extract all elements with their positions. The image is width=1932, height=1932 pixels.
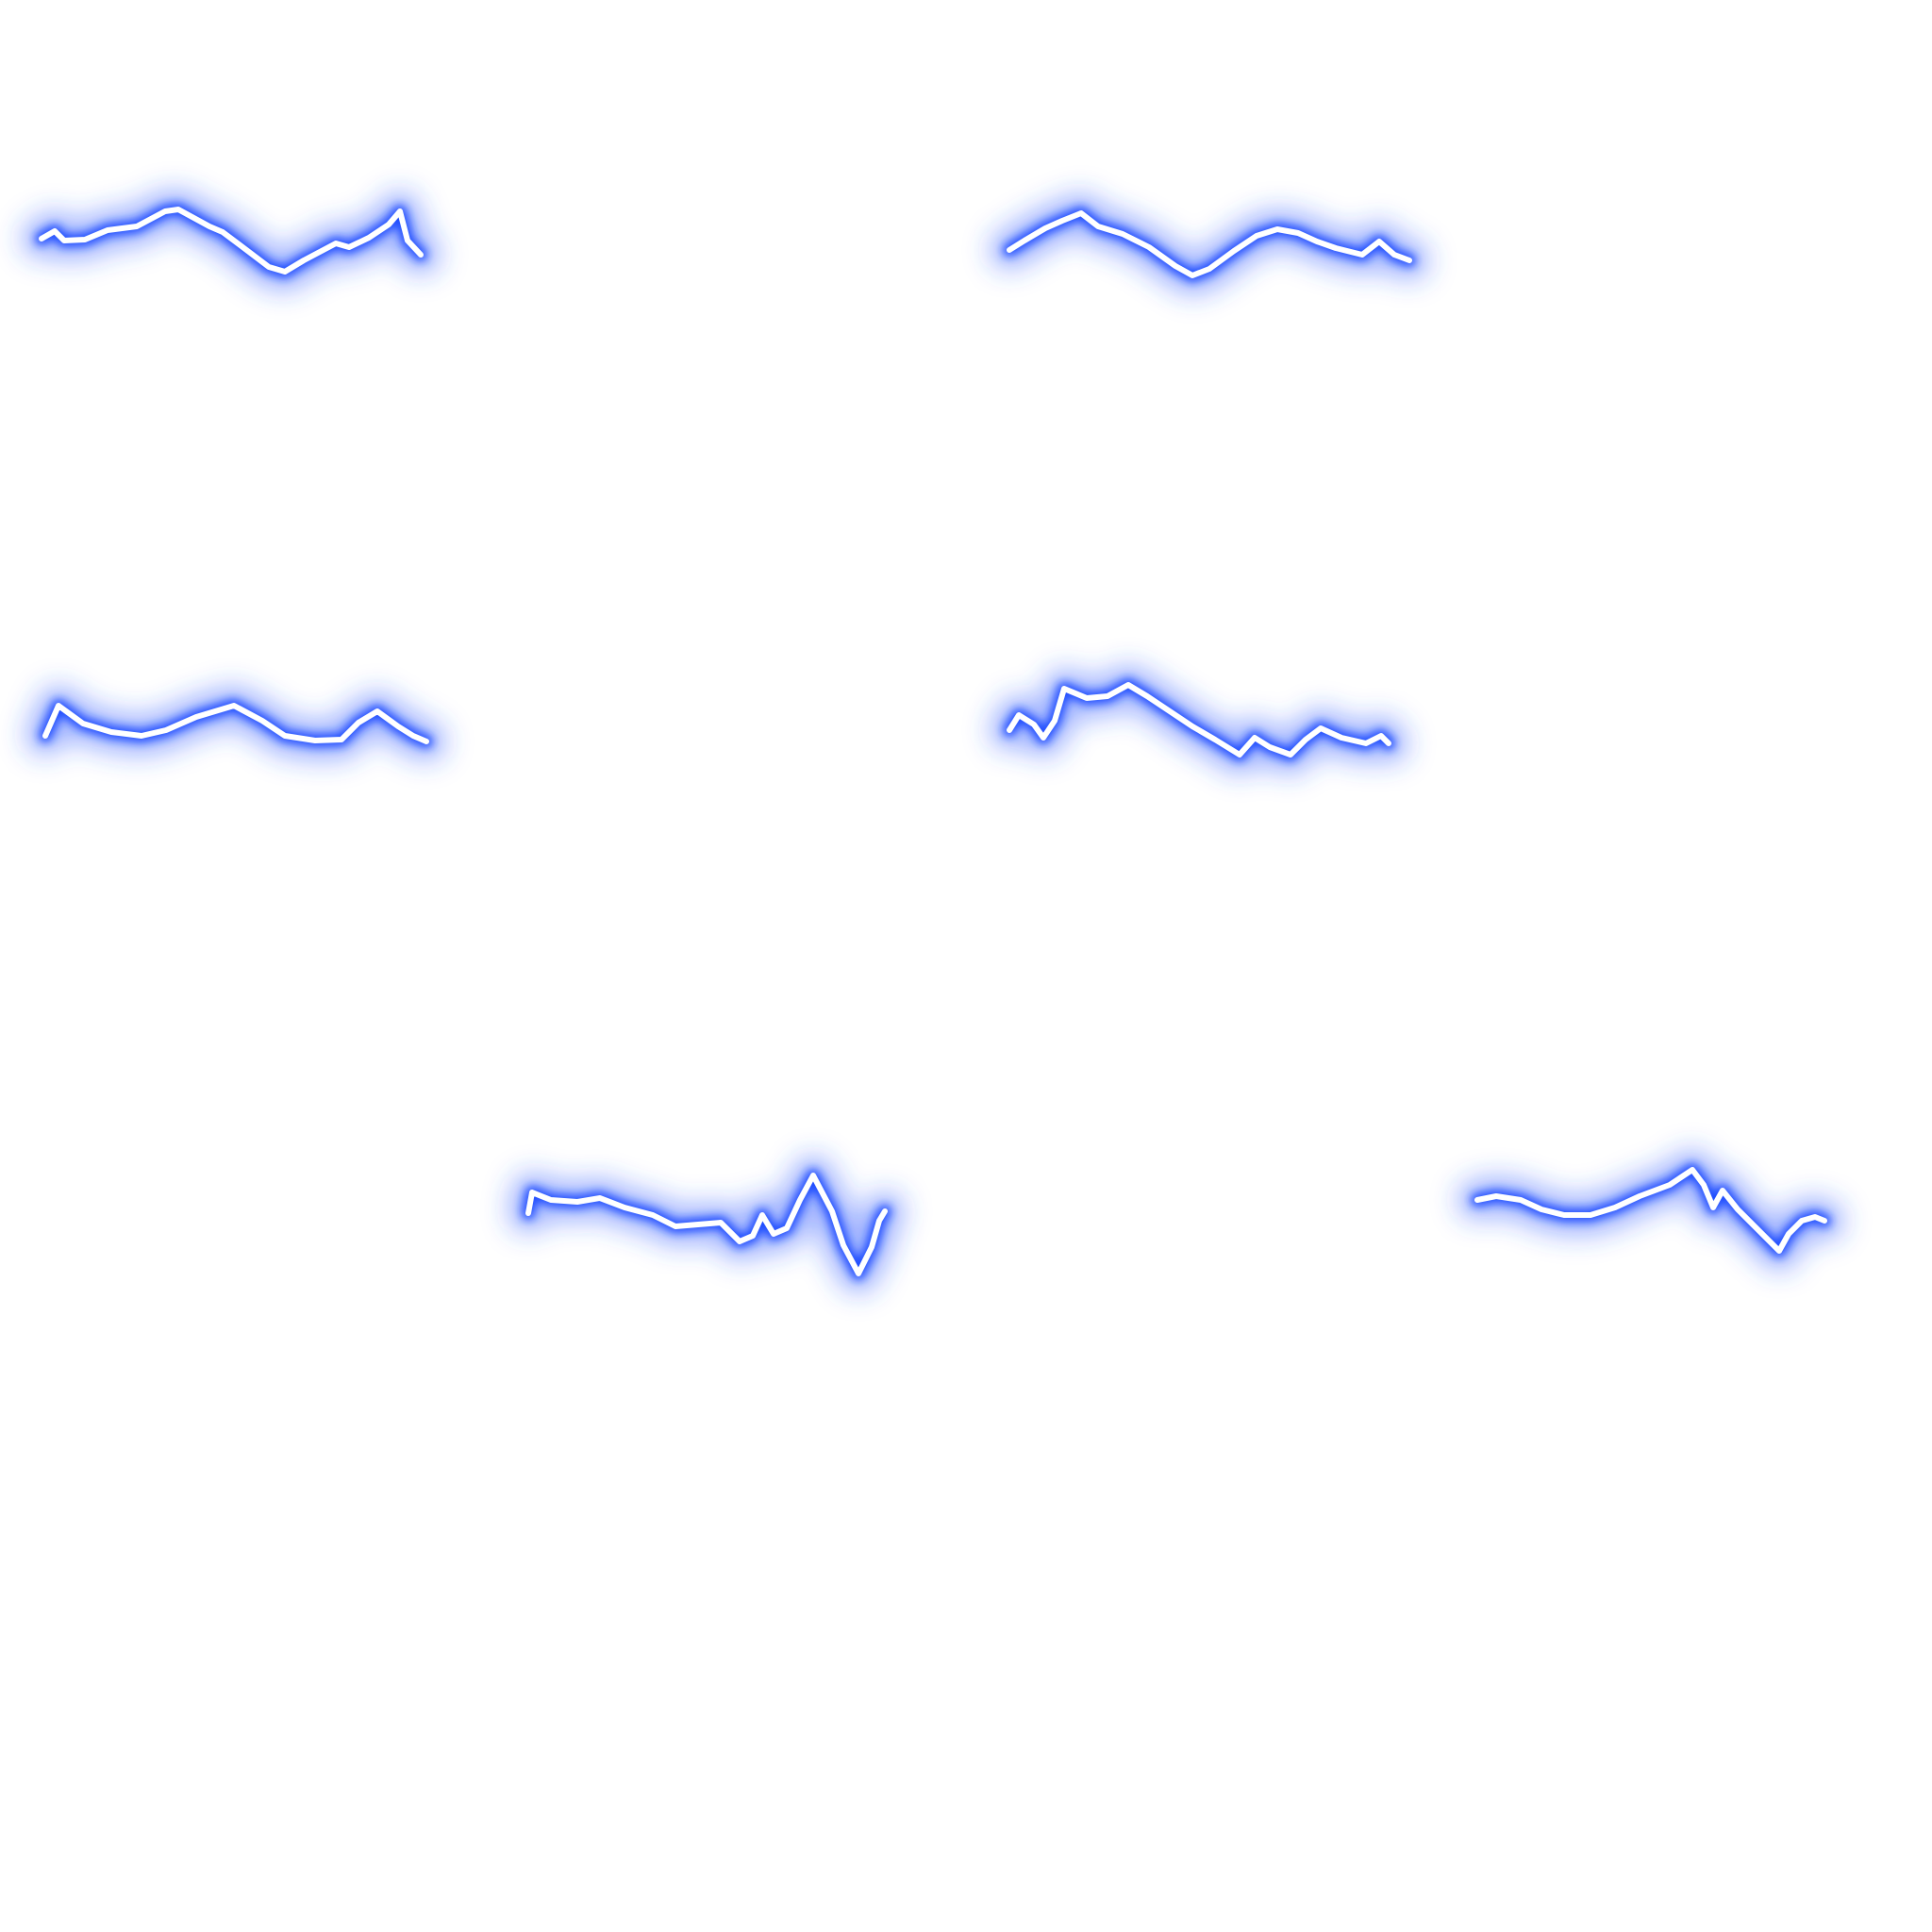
lightning-bolt-icon: [990, 193, 1429, 295]
lightning-bolt-icon: [1457, 1150, 1844, 1271]
lightning-frame-4: [966, 483, 1449, 966]
lightning-bolt-icon: [22, 190, 441, 291]
lightning-frame-2: [966, 0, 1449, 483]
lightning-bolt-icon: [990, 665, 1408, 774]
lightning-frame-5: [483, 966, 966, 1449]
lightning-frame-3: [0, 483, 483, 966]
lightning-bolt-icon: [25, 686, 446, 761]
lightning-frame-6: [1449, 966, 1932, 1449]
lightning-frame-1: [0, 0, 483, 483]
lightning-bolt-icon: [508, 1156, 905, 1293]
